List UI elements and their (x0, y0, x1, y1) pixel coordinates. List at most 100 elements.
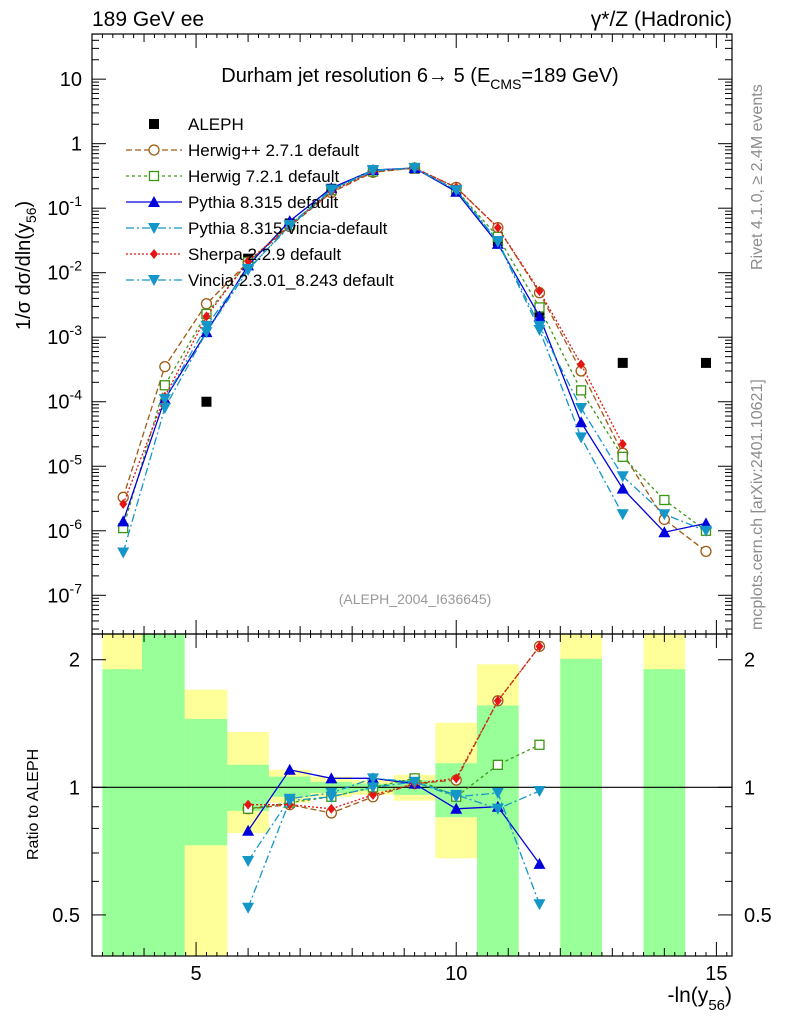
legend-marker (150, 249, 158, 259)
ratio-point (533, 786, 546, 798)
data-point (200, 298, 213, 310)
y-axis-title: 1/σ dσ/dln(y56) (13, 201, 39, 330)
data-point (535, 286, 544, 297)
ratio-point (244, 799, 253, 810)
legend-entry: Sherpa 2.2.9 default (126, 245, 341, 264)
ratio-y-tick-label-right: 2 (744, 650, 755, 672)
ratio-line (248, 744, 540, 810)
data-point (202, 311, 211, 322)
ratio-point (325, 791, 338, 803)
ratio-line (247, 781, 540, 908)
data-point (159, 360, 171, 373)
ratio-y-tick-label-right: 1 (744, 777, 755, 799)
ratio-point (408, 776, 421, 788)
ratio-y-tick-label: 0.5 (52, 905, 80, 927)
legend-marker (148, 275, 160, 286)
data-point (491, 236, 504, 248)
data-point (659, 494, 670, 506)
data-point (244, 256, 253, 267)
series-6 (158, 162, 712, 537)
ratio-point (452, 773, 461, 784)
ratio-point (533, 857, 546, 869)
series-5 (119, 162, 627, 510)
data-point (699, 517, 712, 529)
plot-title: Durham jet resolution 6→ 5 (ECMS=189 GeV… (221, 65, 618, 92)
y-tick-label: 10-4 (47, 387, 82, 414)
data-point (699, 525, 712, 537)
data-point (700, 357, 711, 368)
x-tick-label: 10 (445, 963, 467, 985)
data-point (242, 264, 255, 276)
header-right: γ*/Z (Hadronic) (591, 8, 732, 31)
series-line (164, 167, 707, 532)
legend-entry: Herwig++ 2.7.1 default (126, 141, 359, 160)
data-point (618, 439, 627, 450)
data-point (493, 222, 502, 233)
x-tick-label: 5 (191, 963, 202, 985)
axes: 5 10 15 10-7 10-6 10-5 10-4 10-3 10-2 10-1 1 10 0.5 0… (47, 33, 772, 985)
legend: ALEPH Herwig++ 2.7.1 default Herwig 7.2.1 … (126, 115, 394, 290)
y-tick-label: 10-2 (47, 258, 82, 285)
y-tick-label: 10-7 (47, 580, 82, 607)
ratio-point (492, 759, 504, 770)
ratio-line (248, 646, 541, 810)
rivet-label: Rivet 4.1.0, ≥ 2.4M events (749, 84, 766, 270)
y-tick-label: 10-3 (47, 322, 82, 349)
data-point (366, 165, 379, 177)
ratio-point (325, 772, 338, 784)
ratio-point (450, 802, 463, 814)
data-point (616, 471, 629, 483)
ratio-point (242, 856, 255, 868)
x-axis-title: -ln(y56) (667, 984, 732, 1014)
ratio-series (242, 640, 546, 914)
y-tick-label: 10-6 (47, 516, 82, 543)
ratio-point (283, 795, 296, 807)
ratio-series-5 (242, 776, 546, 914)
legend-label: ALEPH (188, 115, 244, 134)
y-tick-label: 10 (60, 69, 82, 91)
data-point (117, 515, 130, 527)
legend-marker (148, 223, 160, 234)
y-tick-label: 1 (71, 134, 82, 156)
legend-entry: Pythia 8.315 default (126, 193, 339, 212)
legend-label: Pythia 8.315 vincia-default (188, 219, 388, 238)
data-point (533, 320, 546, 332)
ratio-point (534, 739, 545, 750)
data-point (658, 526, 671, 538)
ratio-point (533, 899, 546, 911)
data-point (575, 416, 588, 428)
data-point (325, 185, 338, 197)
ratio-point (491, 787, 504, 799)
data-point (159, 380, 170, 391)
data-point (616, 482, 629, 494)
ratio-band-green (560, 658, 602, 956)
data-point (158, 394, 171, 406)
data-point (119, 499, 128, 510)
ratio-y-tick-label: 1 (69, 777, 80, 799)
data-point (617, 451, 628, 462)
ratio-band-green (184, 718, 228, 846)
data-point (575, 385, 587, 396)
ratio-axis-title: Ratio to ALEPH (25, 749, 42, 860)
ratio-y-tick-label-right: 0.5 (744, 905, 772, 927)
data-point (658, 509, 671, 521)
legend-marker (149, 119, 159, 129)
data-point (617, 357, 628, 368)
ratio-point (366, 782, 379, 794)
legend-entry: Herwig 7.2.1 default (126, 167, 339, 186)
data-point (408, 162, 421, 174)
ratio-band-green (643, 669, 686, 956)
legend-label: Pythia 8.315 default (188, 193, 339, 212)
ratio-frame (91, 633, 733, 957)
data-point (200, 320, 213, 332)
ratio-band-green (477, 705, 519, 956)
analysis-id: (ALEPH_2004_I636645) (339, 591, 492, 607)
ratio-point (327, 803, 336, 814)
ratio-point (368, 789, 377, 800)
data-point (575, 402, 588, 414)
data-point (117, 547, 130, 559)
x-tick-label: 15 (705, 963, 727, 985)
ratio-y-tick-label: 2 (69, 650, 80, 672)
legend-label: Sherpa 2.2.9 default (188, 245, 341, 264)
